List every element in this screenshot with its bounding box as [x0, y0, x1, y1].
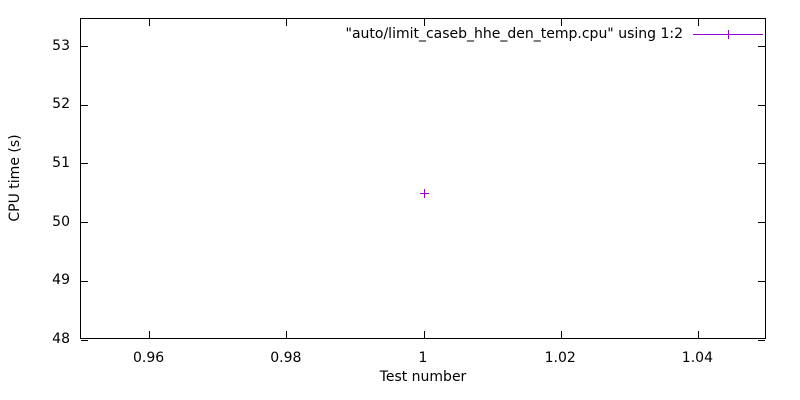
y-axis-title: CPU time (s) [7, 134, 23, 222]
y-tick-mark-mirror [758, 222, 765, 224]
y-tick-mark-mirror [758, 163, 765, 165]
legend-label: "auto/limit_caseb_hhe_den_temp.cpu" usin… [345, 26, 683, 42]
x-tick-label: 0.98 [270, 350, 302, 366]
y-tick-mark-mirror [758, 339, 765, 341]
x-tick-mark-mirror [149, 19, 151, 26]
x-tick-mark-mirror [423, 19, 425, 26]
x-tick-mark [423, 331, 425, 338]
x-tick-mark-mirror [560, 19, 562, 26]
y-tick-label: 51 [52, 154, 70, 171]
x-tick-mark [697, 331, 699, 338]
y-tick-mark [81, 339, 88, 341]
x-tick-mark-mirror [286, 19, 288, 26]
y-tick-label: 48 [52, 331, 70, 347]
plot-area: "auto/limit_caseb_hhe_den_temp.cpu" usin… [80, 18, 766, 341]
y-tick-mark [81, 222, 88, 224]
y-tick-mark [81, 46, 88, 48]
y-tick-label: 50 [52, 213, 70, 230]
x-tick-mark [286, 331, 288, 338]
data-point-plus-vbar [423, 188, 425, 198]
y-tick-mark-mirror [758, 280, 765, 282]
x-tick-mark [560, 331, 562, 338]
legend: "auto/limit_caseb_hhe_den_temp.cpu" usin… [346, 25, 763, 43]
y-tick-mark [81, 280, 88, 282]
y-tick-mark-mirror [758, 104, 765, 106]
x-tick-label: 1.04 [681, 350, 713, 366]
data-point-plus [419, 188, 429, 198]
x-axis-title: Test number [379, 369, 467, 385]
y-tick-mark-mirror [758, 46, 765, 48]
x-tick-label: 0.96 [133, 350, 165, 366]
x-tick-label: 1 [418, 350, 428, 366]
y-tick-mark [81, 104, 88, 106]
x-tick-mark-mirror [697, 19, 699, 26]
x-tick-mark [149, 331, 151, 338]
y-tick-label: 53 [52, 37, 70, 54]
y-tick-label: 49 [52, 272, 70, 289]
x-tick-label: 1.02 [544, 350, 576, 366]
legend-key-linespoints-sample [693, 29, 763, 39]
y-tick-label: 52 [52, 96, 70, 113]
y-tick-mark [81, 163, 88, 165]
